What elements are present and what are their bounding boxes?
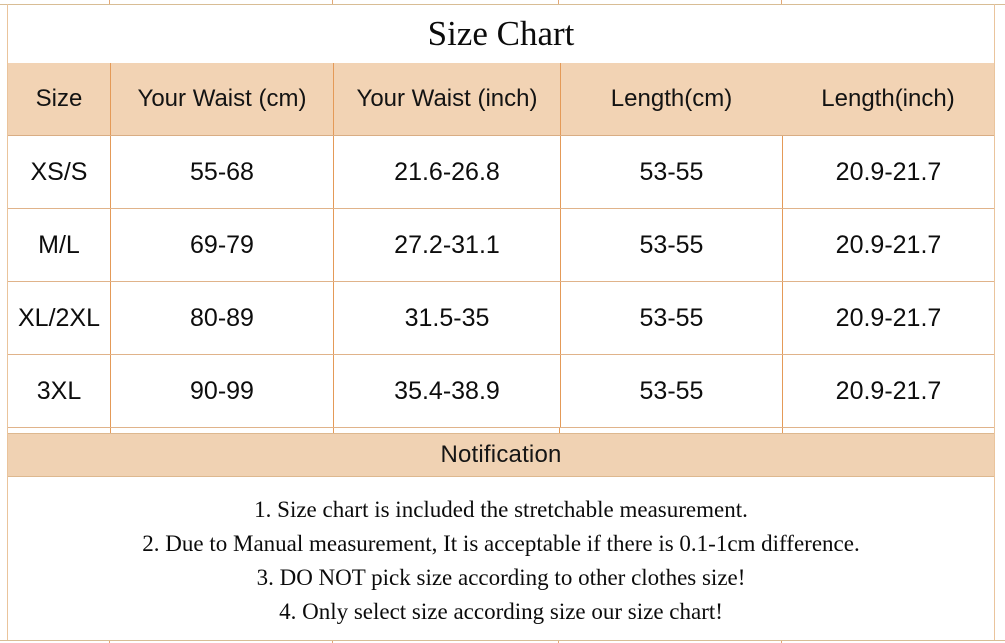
bottom-border-line [0, 640, 1005, 641]
cell-waist-inch: 27.2-31.1 [333, 209, 560, 281]
grid-fragment [110, 428, 111, 433]
cell-waist-cm: 90-99 [110, 355, 333, 427]
cell-waist-inch: 21.6-26.8 [333, 136, 560, 208]
header-cell-waist-cm: Your Waist (cm) [110, 63, 333, 135]
grid-fragment [781, 0, 782, 4]
cell-length-cm: 53-55 [560, 355, 782, 427]
note-line-1: 1. Size chart is included the stretchabl… [254, 497, 748, 522]
cell-size: XS/S [30, 157, 88, 186]
grid-fragment [781, 641, 782, 643]
header-cell-waist-inch: Your Waist (inch) [333, 63, 560, 135]
grid-fragment [109, 641, 110, 643]
cell-waist-cm: 55-68 [110, 136, 333, 208]
cell-waist-cm: 80-89 [110, 282, 333, 354]
header-cell-length-cm: Length(cm) [560, 63, 782, 135]
cell-waist-cm: 69-79 [110, 209, 333, 281]
page-title: Size Chart [427, 13, 575, 53]
cell-size: M/L [38, 230, 80, 259]
note-line-2: 2. Due to Manual measurement, It is acce… [142, 531, 860, 556]
grid-fragment [333, 428, 334, 433]
grid-fragment [782, 428, 783, 433]
grid-fragment [109, 0, 110, 4]
cell-size: XL/2XL [17, 303, 100, 332]
table-header-row: Size Your Waist (cm) Your Waist (inch) L… [8, 63, 994, 136]
grid-fragment [559, 428, 560, 433]
grid-fragment [332, 0, 333, 4]
cell-length-inch: 20.9-21.7 [782, 282, 994, 354]
notes-list: 1. Size chart is included the stretchabl… [8, 477, 994, 640]
cell-length-inch: 20.9-21.7 [782, 355, 994, 427]
table-row-xl-2xl: XL/2XL 80-89 31.5-35 53-55 20.9-21.7 [8, 282, 994, 355]
grid-fragment [558, 641, 559, 643]
cell-size: 3XL [36, 376, 82, 405]
table-row-xs-s: XS/S 55-68 21.6-26.8 53-55 20.9-21.7 [8, 136, 994, 209]
table-row-m-l: M/L 69-79 27.2-31.1 53-55 20.9-21.7 [8, 209, 994, 282]
grid-fragment [558, 0, 559, 4]
notification-banner: Notification [8, 433, 994, 477]
cell-length-inch: 20.9-21.7 [782, 209, 994, 281]
grid-fragment [332, 641, 333, 643]
cell-length-inch: 20.9-21.7 [782, 136, 994, 208]
cell-waist-inch: 35.4-38.9 [333, 355, 560, 427]
cell-length-cm: 53-55 [560, 282, 782, 354]
note-line-4: 4. Only select size according size our s… [279, 599, 723, 624]
cell-length-cm: 53-55 [560, 209, 782, 281]
table-row-3xl: 3XL 90-99 35.4-38.9 53-55 20.9-21.7 [8, 355, 994, 428]
note-line-3: 3. DO NOT pick size according to other c… [256, 565, 746, 590]
spacer-row [8, 428, 994, 433]
cell-waist-inch: 31.5-35 [333, 282, 560, 354]
top-border-line [0, 4, 1005, 5]
header-cell-length-inch: Length(inch) [821, 85, 955, 112]
cell-length-cm: 53-55 [560, 136, 782, 208]
header-cell-size: Size [35, 85, 83, 112]
size-chart-frame: Size Chart Size Your Waist (cm) Your Wai… [7, 4, 995, 640]
